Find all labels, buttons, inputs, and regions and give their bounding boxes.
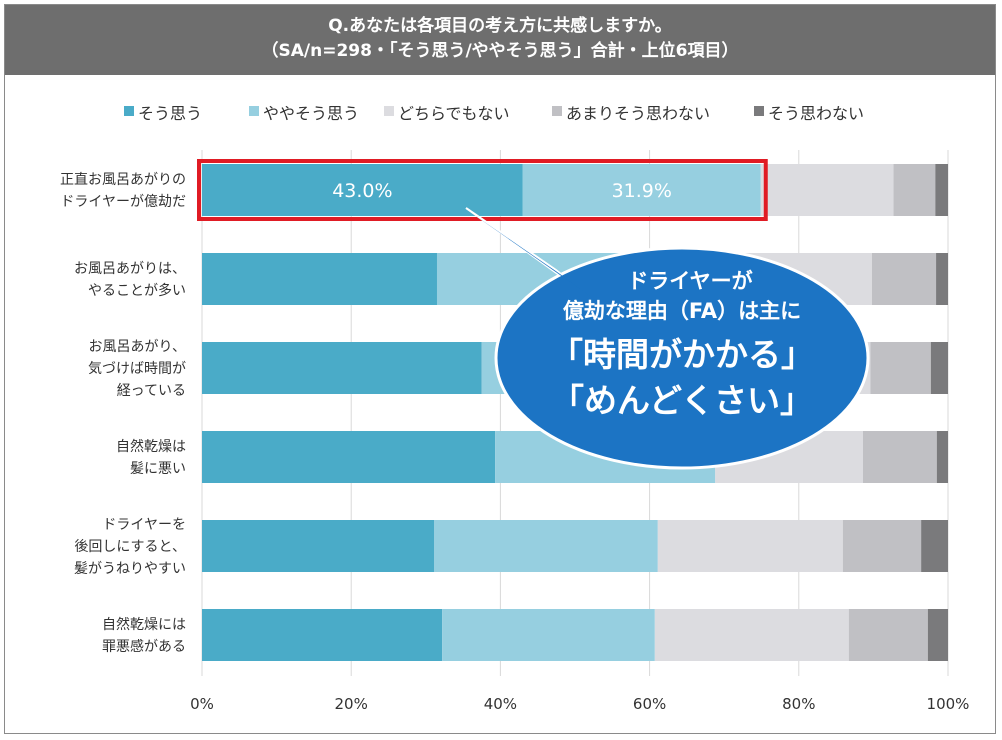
- bar-segment: [842, 520, 922, 572]
- data-label: 31.9%: [612, 180, 672, 202]
- callout-pointer-fill: [470, 212, 590, 296]
- bar-segment: [202, 520, 435, 572]
- category-label: 経っている: [117, 383, 186, 399]
- category-label: 自然乾燥には: [102, 616, 186, 633]
- category-label: 気づけば時間が: [88, 361, 186, 377]
- legend-swatch: [754, 106, 764, 116]
- category-label: 後回しにすると、: [74, 539, 186, 555]
- category-label: お風呂あがり、: [89, 339, 186, 355]
- legend-swatch: [384, 106, 394, 116]
- callout-emphasis: 「時間がかかる」: [550, 335, 814, 374]
- bar-segment: [522, 164, 761, 216]
- category-label: やることが多い: [88, 282, 186, 299]
- bar-segment: [442, 609, 655, 661]
- chart-title: Q.あなたは各項目の考え方に共感しますか。: [328, 16, 672, 36]
- x-tick-label: 60%: [633, 695, 666, 713]
- bar-segment: [760, 164, 894, 216]
- x-tick-label: 0%: [190, 695, 214, 713]
- x-tick-label: 40%: [484, 695, 517, 713]
- legend-swatch: [124, 106, 134, 116]
- legend-label: あまりそう思わない: [566, 104, 710, 123]
- legend-label: どちらでもない: [398, 104, 510, 123]
- category-label: ドライヤーが億劫だ: [60, 194, 186, 210]
- bar-segment: [870, 342, 931, 394]
- callout-emphasis: 「めんどくさい」: [551, 381, 813, 420]
- bar-segment: [202, 431, 496, 483]
- chart-subtitle: （SA/n=298・「そう思う/ややそう思う」合計・上位6項目）: [261, 41, 739, 61]
- bar-segment: [657, 520, 843, 572]
- bar-segment: [202, 609, 443, 661]
- legend-label: ややそう思う: [263, 104, 359, 123]
- bar-segment: [930, 342, 948, 394]
- bar-segment: [921, 520, 948, 572]
- bar-segment: [202, 342, 482, 394]
- category-label: 罪悪感がある: [102, 638, 186, 655]
- bar-segment: [871, 253, 937, 305]
- bar-segment: [862, 431, 937, 483]
- legend-swatch: [552, 106, 562, 116]
- callout-line: ドライヤーが: [627, 269, 752, 293]
- category-label: 髪がうねりやすい: [74, 561, 186, 577]
- category-label: 髪に悪い: [130, 461, 186, 477]
- chart-title-bar: Q.あなたは各項目の考え方に共感しますか。 （SA/n=298・「そう思う/やや…: [5, 5, 995, 75]
- category-label: お風呂あがりは、: [74, 261, 186, 277]
- category-label: 自然乾燥は: [116, 438, 186, 455]
- bar-segment: [848, 609, 928, 661]
- x-tick-label: 20%: [335, 695, 368, 713]
- legend-label: そう思わない: [768, 104, 864, 123]
- bar-segment: [927, 609, 948, 661]
- bar-segment: [434, 520, 658, 572]
- category-label: ドライヤーを: [102, 517, 186, 533]
- bar-segment: [654, 609, 849, 661]
- bar-segment: [936, 431, 948, 483]
- x-tick-label: 80%: [782, 695, 815, 713]
- category-label: 正直お風呂あがりの: [60, 171, 186, 188]
- legend-label: そう思う: [138, 104, 202, 123]
- x-tick-label: 100%: [927, 695, 970, 713]
- bar-segment: [202, 164, 523, 216]
- bar-segment: [935, 164, 948, 216]
- legend-swatch: [249, 106, 259, 116]
- callout-line: 億劫な理由（FA）は主に: [563, 299, 801, 323]
- bar-segment: [936, 253, 948, 305]
- callout-bubble: [494, 246, 870, 470]
- bar-segment: [202, 253, 437, 305]
- bar-segment: [893, 164, 936, 216]
- data-label: 43.0%: [332, 180, 392, 202]
